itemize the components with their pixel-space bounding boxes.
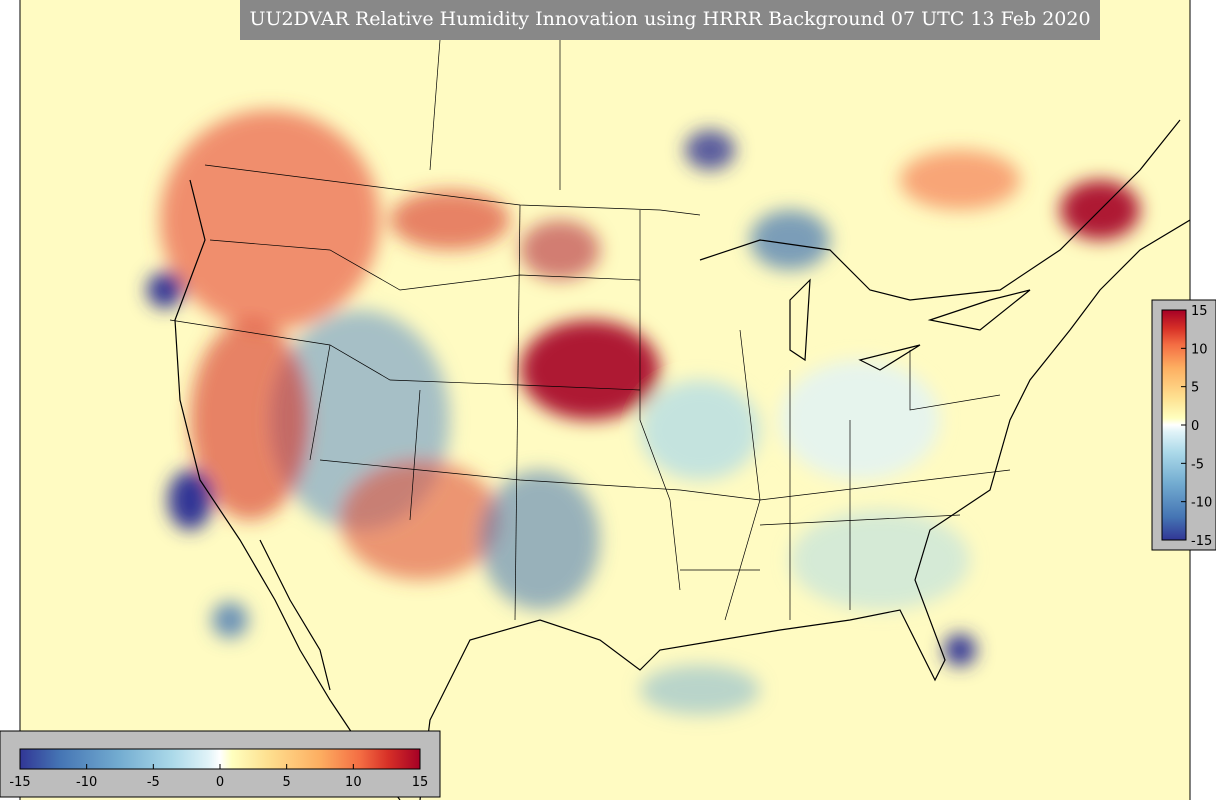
tick-label: 15: [1191, 304, 1208, 319]
tick-label: 5: [283, 775, 291, 790]
tick-label: -10: [76, 775, 97, 790]
innovation-field: [147, 110, 1140, 715]
colorbar-ticks: -15 -15 -10 -10 -5 -5 0 0 5 5 10 10 15 15: [9, 304, 1212, 790]
map-field: [20, 0, 1190, 800]
tick-label: 0: [216, 775, 224, 790]
tick-label: -15: [1191, 534, 1212, 549]
tick-label: 15: [412, 775, 429, 790]
tick-label: 10: [345, 775, 362, 790]
borders: [169, 39, 1011, 621]
tick-label: -5: [1191, 457, 1204, 472]
title-box: [240, 0, 1100, 40]
tick-label: 10: [1191, 342, 1208, 357]
tick-label: -5: [147, 775, 160, 790]
tick-label: 5: [1191, 381, 1199, 396]
tick-label: 0: [1191, 419, 1199, 434]
tick-label: -15: [9, 775, 30, 790]
title: UU2DVAR Relative Humidity Innovation usi…: [249, 8, 1090, 30]
coastline: [174, 119, 1190, 800]
tick-label: -10: [1191, 496, 1212, 511]
